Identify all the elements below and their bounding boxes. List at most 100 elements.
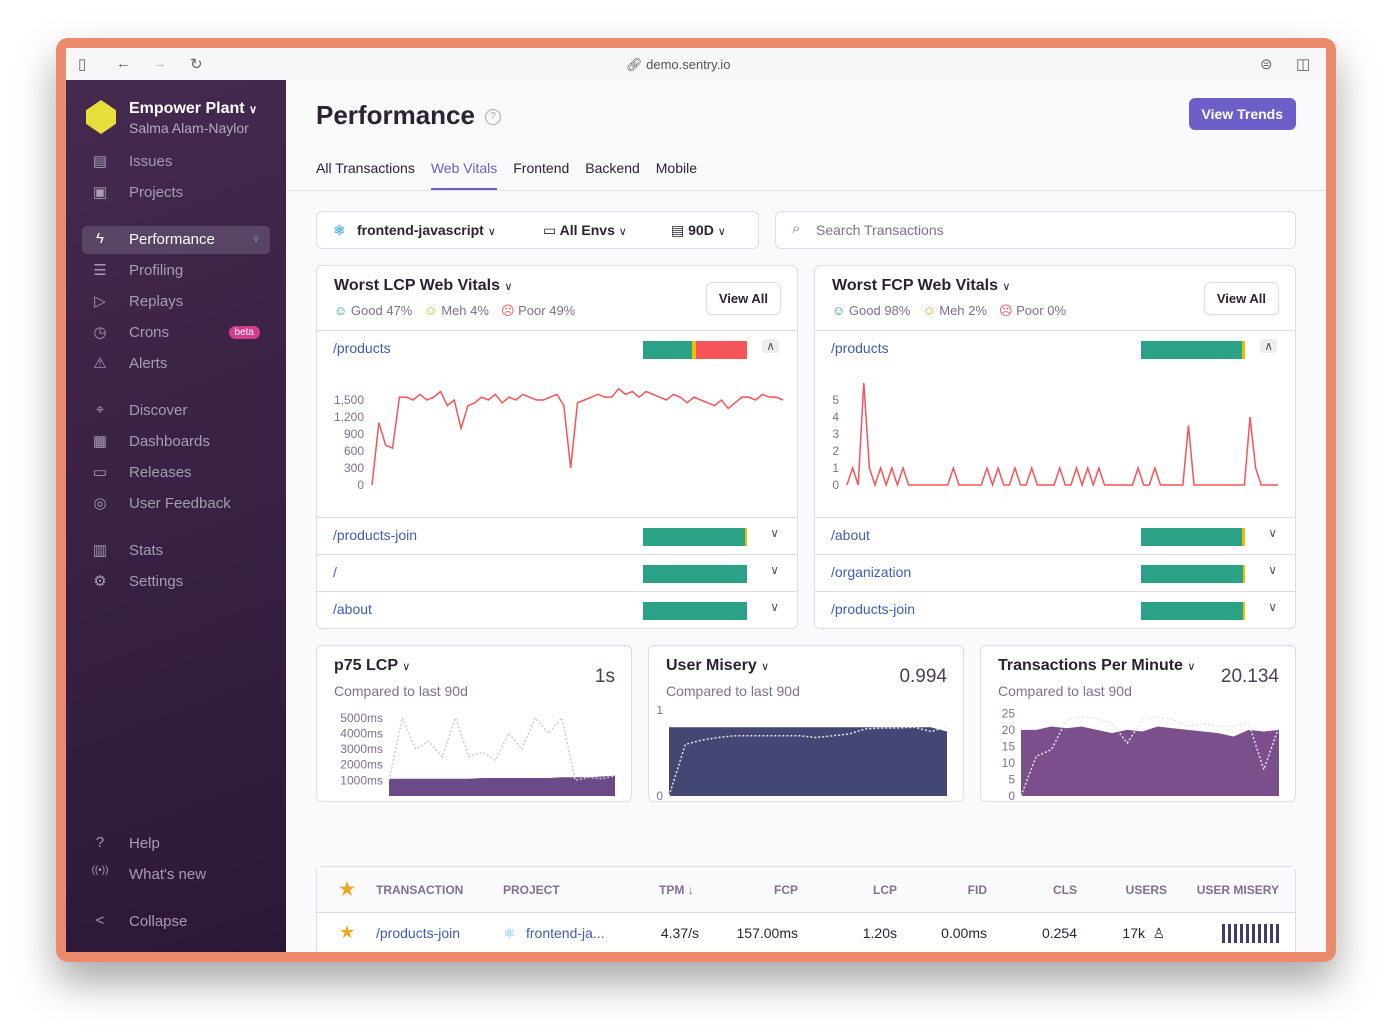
col-transaction[interactable]: TRANSACTION (376, 883, 464, 897)
tpm-value: 4.37/s (660, 925, 699, 941)
chevron-down-icon: ∨ (618, 226, 627, 238)
sidebar-collapse[interactable]: < Collapse (82, 908, 270, 936)
chevron-down-icon[interactable]: ∨ (770, 563, 779, 577)
tab-frontend[interactable]: Frontend (513, 160, 570, 176)
sidebar-item-profiling[interactable]: ☰ Profiling (82, 257, 270, 285)
sidebar-item-user-feedback[interactable]: ◎ User Feedback (82, 490, 270, 518)
environment-selector[interactable]: ▭ All Envs ∨ (543, 222, 627, 238)
sidebar-item-alerts[interactable]: ⚠ Alerts (82, 350, 270, 378)
back-icon[interactable]: ← (116, 55, 131, 72)
y-tick-label: 3 (832, 427, 839, 441)
sidebar-item-settings[interactable]: ⚙ Settings (82, 568, 270, 596)
card-title[interactable]: p75 LCP ∨ (334, 657, 411, 674)
sidebar-item-stats[interactable]: ▥ Stats (82, 537, 270, 565)
transactions-table: ★ TRANSACTION PROJECT TPM ↓ FCP LCP FID … (316, 866, 1296, 952)
col-tpm[interactable]: TPM ↓ (659, 883, 694, 897)
chevron-down-icon[interactable]: ∨ (1268, 563, 1277, 577)
view-all-button[interactable]: View All (1203, 282, 1279, 315)
col-lcp[interactable]: LCP (873, 883, 897, 897)
user-name: Salma Alam-Naylor (129, 120, 249, 136)
project-selector[interactable]: frontend-javascript ∨ (357, 222, 496, 238)
card-title[interactable]: Worst LCP Web Vitals ∨ (334, 277, 513, 294)
p75-lcp-card: p75 LCP ∨ Compared to last 90d 1s 1000ms 200… (316, 645, 632, 802)
sidebar-toggle-icon[interactable]: ▯ (78, 56, 87, 73)
chevron-down-icon: ∨ (1002, 281, 1011, 293)
chevron-down-icon[interactable]: ∨ (770, 600, 779, 614)
vital-row[interactable]: /products ∧ (317, 330, 797, 517)
broadcast-icon: ((•)) (91, 865, 109, 876)
vital-row[interactable]: /products ∧ (815, 330, 1295, 517)
transaction-link[interactable]: /products (831, 340, 889, 356)
reload-icon[interactable]: ↻ (190, 56, 203, 73)
sidebar-item-replays[interactable]: ▷ Replays (82, 288, 270, 316)
extension-icon[interactable]: ⊜ (1260, 56, 1273, 73)
project-link[interactable]: frontend-ja... (526, 925, 605, 941)
card-subtitle: Compared to last 90d (998, 683, 1132, 699)
chevron-down-icon[interactable]: ∨ (1268, 600, 1277, 614)
fcp-value: 157.00ms (736, 925, 798, 941)
vital-row[interactable]: /about ∨ (317, 591, 797, 628)
chevron-down-icon[interactable]: ∨ (1268, 526, 1277, 540)
transaction-link[interactable]: / (333, 564, 337, 580)
card-title[interactable]: Worst FCP Web Vitals ∨ (832, 277, 1011, 294)
card-title[interactable]: User Misery ∨ (666, 657, 770, 674)
tab-mobile[interactable]: Mobile (655, 160, 698, 176)
transaction-link[interactable]: /products-join (376, 925, 461, 941)
page-title: Performance (316, 100, 475, 130)
tab-web-vitals[interactable]: Web Vitals (430, 160, 498, 191)
vital-row[interactable]: / ∨ (317, 554, 797, 591)
view-trends-button[interactable]: View Trends (1188, 98, 1296, 130)
bar-good (643, 565, 747, 583)
address-bar[interactable]: 🔗︎ demo.sentry.io (626, 57, 731, 72)
sidebar-item-projects[interactable]: ▣ Projects (82, 179, 270, 207)
y-tick-label: 5 (832, 393, 839, 407)
worst-lcp-card: Worst LCP Web Vitals ∨ ☺ Good 47% ☺ Meh 4… (316, 265, 798, 629)
sidebar-item-dashboards[interactable]: ▦ Dashboards (82, 428, 270, 456)
sidebar-item-crons[interactable]: ◷ Crons beta (82, 319, 270, 347)
transaction-link[interactable]: /products-join (333, 527, 418, 543)
col-cls[interactable]: CLS (1053, 883, 1077, 897)
search-input[interactable]: ⌕ Search Transactions (775, 211, 1296, 249)
transaction-link[interactable]: /about (831, 527, 870, 543)
card-title[interactable]: Transactions Per Minute ∨ (998, 657, 1196, 674)
sidebar-item-issues[interactable]: ▤ Issues (82, 148, 270, 176)
tab-all-transactions[interactable]: All Transactions (316, 160, 415, 176)
col-fcp[interactable]: FCP (774, 883, 798, 897)
transaction-link[interactable]: /about (333, 601, 372, 617)
col-user-misery[interactable]: USER MISERY (1196, 883, 1279, 897)
forward-icon[interactable]: → (152, 55, 167, 72)
legend-good: ☺ Good 47% (334, 303, 413, 318)
sidebar-item-performance[interactable]: ϟ Performance ∨ (82, 226, 270, 254)
tab-bar: All Transactions Web Vitals Frontend Backen… (316, 160, 713, 191)
sidebar-item-releases[interactable]: ▭ Releases (82, 459, 270, 487)
col-users[interactable]: USERS (1125, 883, 1167, 897)
bar-chart-icon: ▥ (92, 542, 108, 559)
transaction-link[interactable]: /products (333, 340, 391, 356)
date-selector[interactable]: ▤ 90D ∨ (671, 222, 726, 238)
sidebar-help[interactable]: ? Help (82, 830, 270, 858)
users-value: 17k (1122, 925, 1145, 941)
transaction-link[interactable]: /products-join (831, 601, 916, 617)
chevron-up-icon[interactable]: ∧ (1260, 339, 1277, 353)
vital-line-chart: 0 300 600 900 1,200 1,500 (334, 387, 784, 492)
sidebar-what-s-new[interactable]: ((•)) What's new (91, 865, 207, 883)
vital-row[interactable]: /products-join ∨ (815, 591, 1295, 628)
chevron-down-icon[interactable]: ∨ (770, 526, 779, 540)
chevron-up-icon[interactable]: ∧ (762, 339, 779, 353)
transaction-link[interactable]: /organization (831, 564, 912, 580)
vitals-legend: ☺ Good 98% ☺ Meh 2% ☹ Poor 0% (832, 303, 1078, 319)
col-fid[interactable]: FID (967, 883, 987, 897)
vital-row[interactable]: /products-join ∨ (317, 517, 797, 554)
help-icon[interactable]: ? (485, 109, 501, 125)
y-tick-label: 0 (357, 478, 364, 492)
vital-row[interactable]: /about ∨ (815, 517, 1295, 554)
vital-row[interactable]: /organization ∨ (815, 554, 1295, 591)
split-view-icon[interactable]: ◫ (1296, 56, 1311, 73)
sidebar-item-discover[interactable]: ⌖ Discover (82, 397, 270, 425)
tab-backend[interactable]: Backend (585, 160, 640, 176)
y-tick-label: 2000ms (340, 758, 383, 772)
col-project[interactable]: PROJECT (503, 883, 560, 897)
view-all-button[interactable]: View All (705, 282, 781, 315)
org-switcher[interactable]: Empower Plant ∨ (129, 100, 258, 117)
star-icon[interactable]: ★ (339, 922, 356, 942)
